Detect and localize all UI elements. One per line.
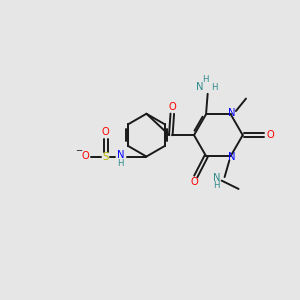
Text: O: O (102, 127, 110, 137)
Text: H: H (117, 159, 124, 168)
Text: N: N (213, 172, 220, 183)
Text: H: H (211, 83, 217, 92)
Text: O: O (169, 102, 176, 112)
Text: O: O (266, 130, 274, 140)
Text: H: H (202, 75, 208, 84)
Text: N: N (117, 150, 124, 160)
Text: O: O (82, 151, 89, 160)
Text: N: N (196, 82, 203, 92)
Text: N: N (228, 152, 236, 162)
Text: −: − (75, 146, 82, 154)
Text: H: H (213, 182, 220, 190)
Text: S: S (103, 152, 109, 161)
Text: O: O (191, 177, 199, 188)
Text: N: N (228, 108, 236, 118)
